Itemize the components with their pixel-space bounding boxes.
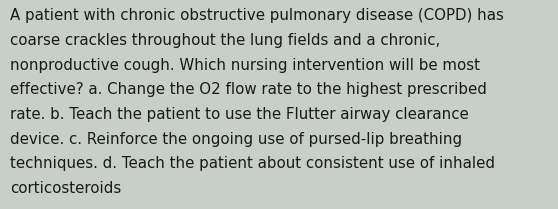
Text: device. c. Reinforce the ongoing use of pursed-lip breathing: device. c. Reinforce the ongoing use of … [10,132,462,147]
Text: corticosteroids: corticosteroids [10,181,121,196]
Text: nonproductive cough. Which nursing intervention will be most: nonproductive cough. Which nursing inter… [10,58,480,73]
Text: rate. b. Teach the patient to use the Flutter airway clearance: rate. b. Teach the patient to use the Fl… [10,107,469,122]
Text: A patient with chronic obstructive pulmonary disease (COPD) has: A patient with chronic obstructive pulmo… [10,8,504,23]
Text: effective? a. Change the O2 flow rate to the highest prescribed: effective? a. Change the O2 flow rate to… [10,82,487,97]
Text: techniques. d. Teach the patient about consistent use of inhaled: techniques. d. Teach the patient about c… [10,156,495,171]
Text: coarse crackles throughout the lung fields and a chronic,: coarse crackles throughout the lung fiel… [10,33,440,48]
